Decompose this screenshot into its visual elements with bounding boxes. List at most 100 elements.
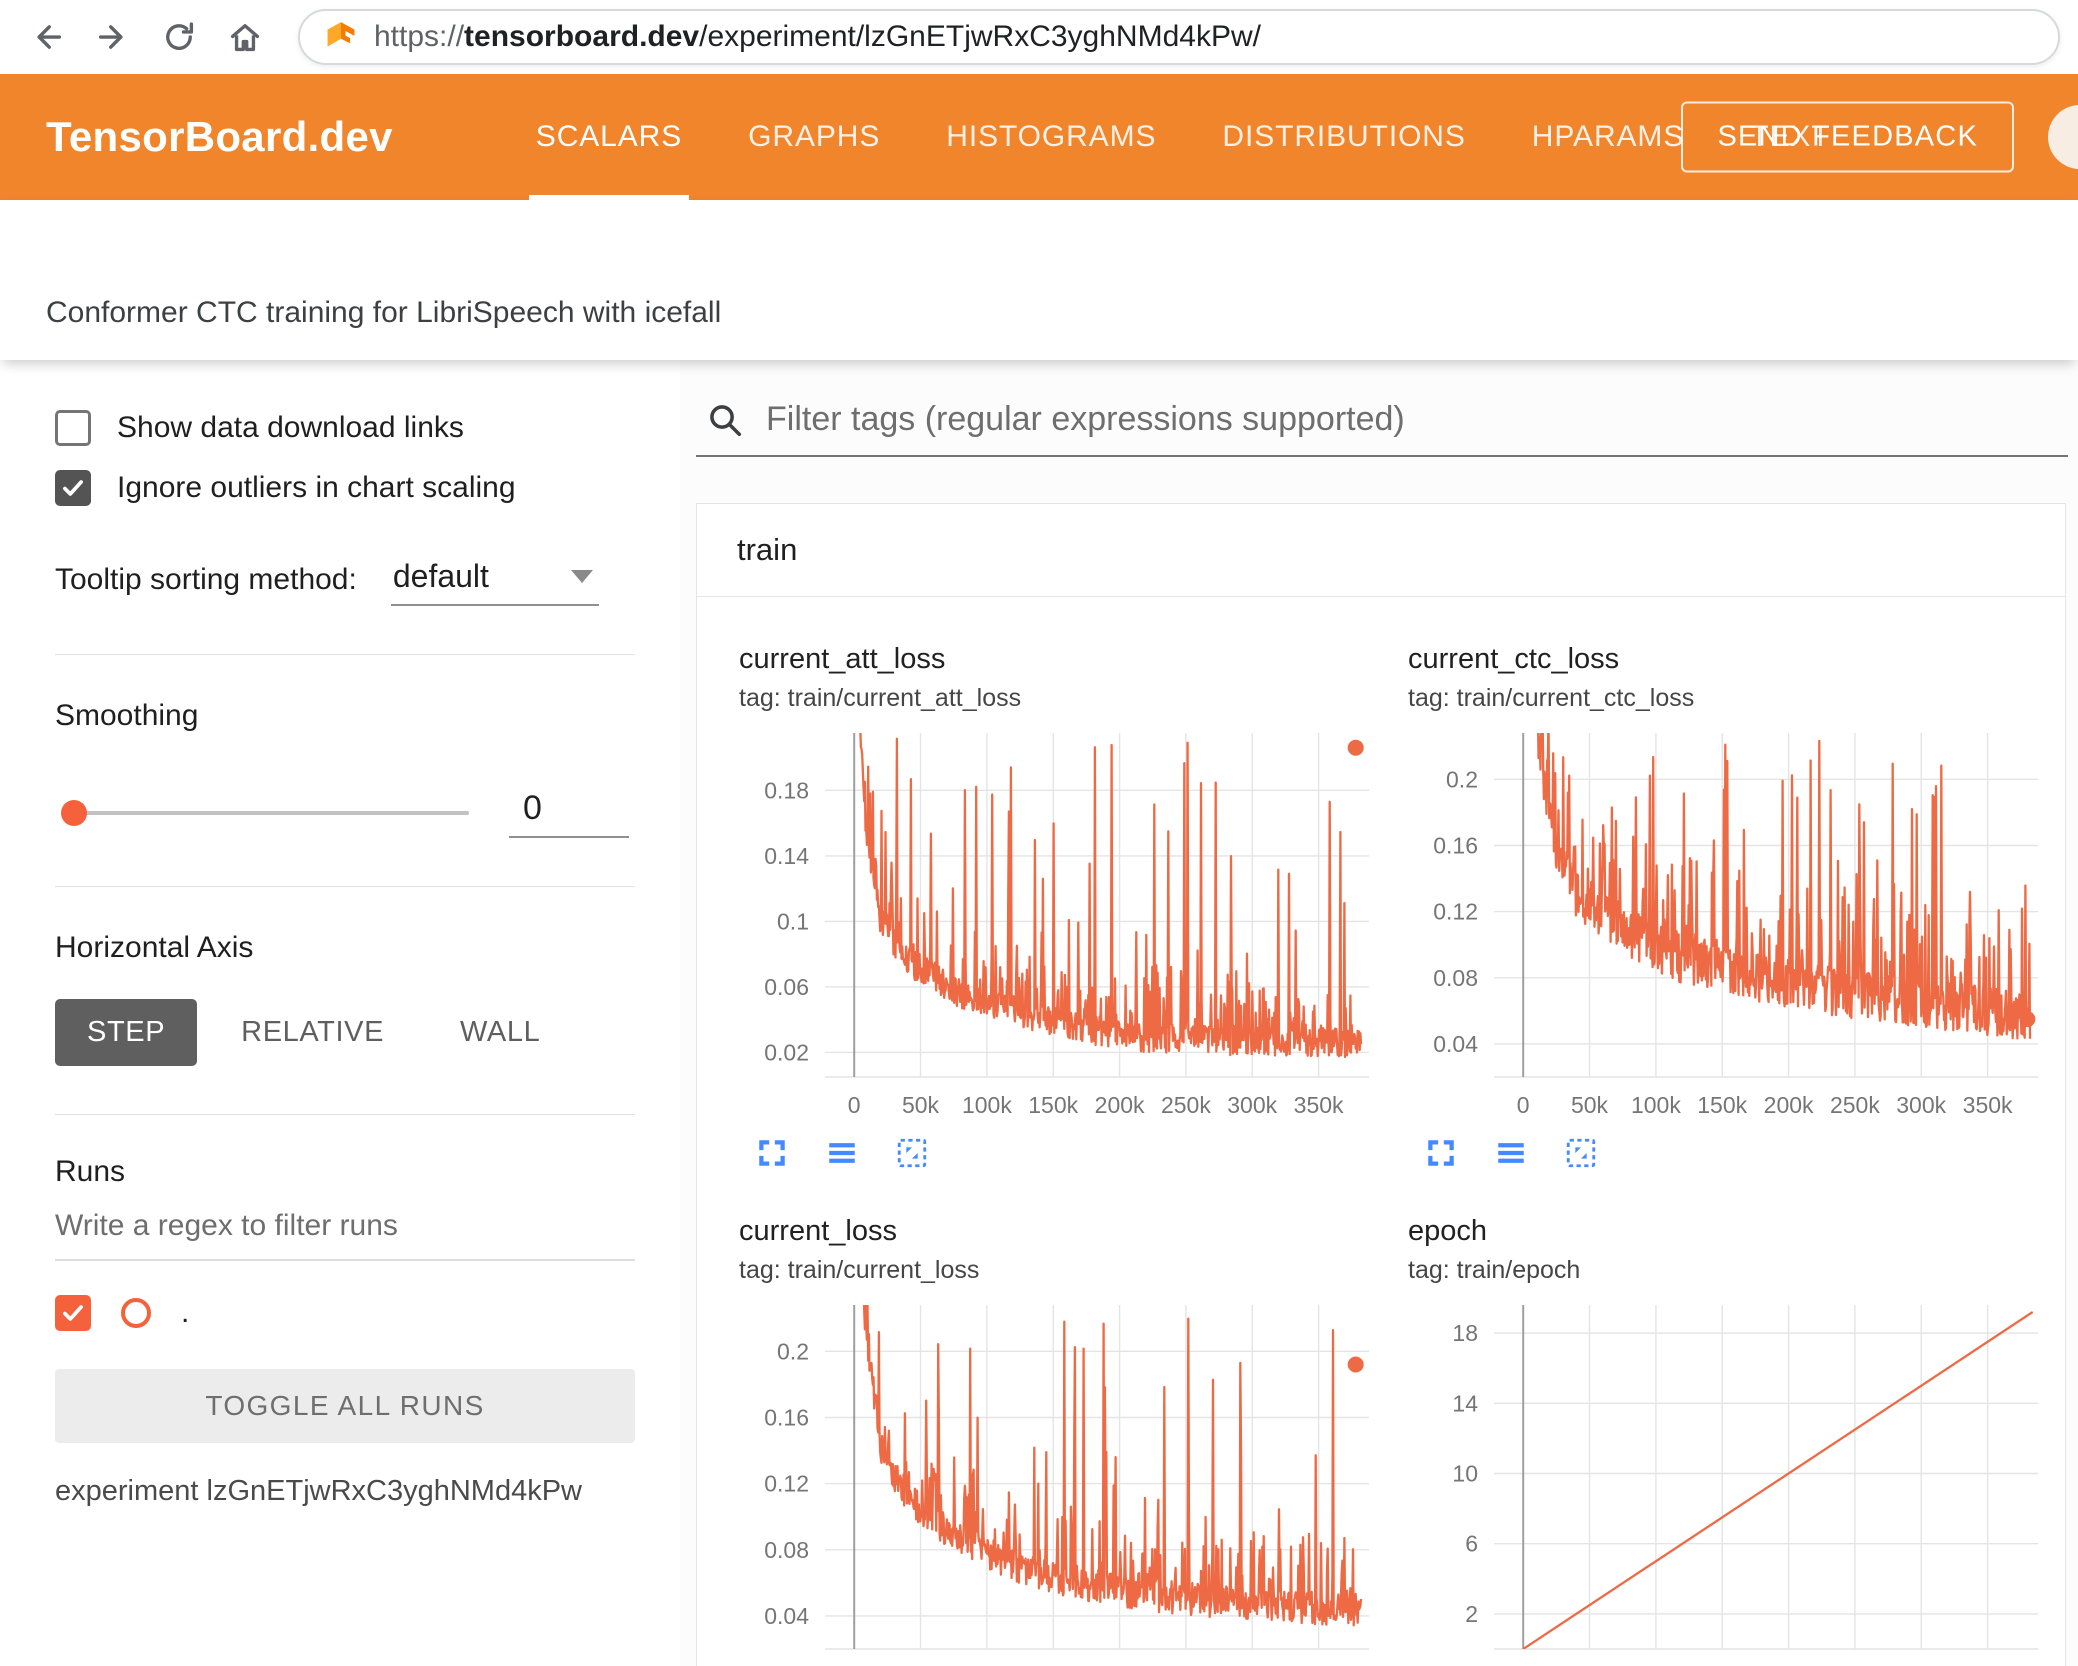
tab-distributions[interactable]: DISTRIBUTIONS (1222, 120, 1466, 153)
svg-text:18: 18 (1452, 1320, 1478, 1346)
tab-hparams[interactable]: HPARAMS (1531, 120, 1685, 153)
browser-toolbar: https://tensorboard.dev/experiment/lzGnE… (0, 0, 2078, 74)
svg-text:100k: 100k (962, 1664, 1012, 1666)
tab-graphs[interactable]: GRAPHS (748, 120, 881, 153)
dropdown-arrow-icon (570, 570, 593, 583)
svg-text:0.2: 0.2 (1446, 766, 1478, 792)
tensorboard-favicon (327, 22, 355, 47)
svg-text:350k: 350k (1963, 1664, 2013, 1666)
smoothing-row (55, 787, 635, 838)
avatar[interactable] (2048, 105, 2078, 169)
axis-step-button[interactable]: STEP (55, 999, 198, 1066)
svg-text:300k: 300k (1896, 1092, 1946, 1118)
train-card: train current_att_loss tag: train/curren… (696, 503, 2066, 1666)
axis-relative-button[interactable]: RELATIVE (209, 999, 416, 1066)
chart-title: current_ctc_loss (1408, 643, 1620, 675)
chart-title: current_att_loss (739, 643, 946, 675)
divider (55, 1114, 635, 1115)
tab-text[interactable]: TEXT (1750, 120, 1831, 153)
svg-text:0.04: 0.04 (1433, 1031, 1478, 1057)
check-icon (63, 1305, 83, 1321)
smoothing-value-input[interactable] (509, 787, 629, 838)
svg-text:250k: 250k (1161, 1092, 1211, 1118)
line-chart-epoch[interactable]: 2 6 10 14 18 0 50k 100k 150k 200k 250k 300k 350k (1408, 1291, 2048, 1666)
check-icon (63, 480, 83, 496)
chart-toolbar (739, 1133, 1382, 1173)
svg-text:0.2: 0.2 (777, 1338, 809, 1364)
settings-sidebar: Show data download links Ignore outliers… (0, 360, 680, 1666)
fit-domain-button[interactable] (895, 1133, 935, 1173)
svg-text:0.18: 0.18 (764, 777, 809, 803)
fit-data-icon (1566, 1138, 1596, 1168)
svg-text:200k: 200k (1764, 1664, 1814, 1666)
brand-logo: TensorBoard.dev (46, 113, 393, 160)
svg-text:0.06: 0.06 (764, 974, 809, 1000)
send-feedback-button[interactable]: SEND FEEDBACK (1681, 101, 2014, 173)
log-scale-button[interactable] (1494, 1133, 1534, 1173)
line-chart-current-att-loss[interactable]: 0.02 0.06 0.1 0.14 0.18 0 50k 100k 150k 200k 250k 3… (739, 719, 1379, 1129)
log-scale-button[interactable] (825, 1133, 865, 1173)
app-header: TensorBoard.dev SCALARS GRAPHS HISTOGRAM… (0, 74, 2078, 200)
svg-text:0.08: 0.08 (1433, 965, 1478, 991)
chart-title: current_loss (739, 1215, 897, 1247)
forward-button[interactable] (84, 8, 142, 66)
svg-text:150k: 150k (1028, 1092, 1078, 1118)
fit-domain-button[interactable] (1564, 1133, 1604, 1173)
filter-tags-row (696, 400, 2068, 457)
svg-text:150k: 150k (1697, 1664, 1747, 1666)
svg-text:250k: 250k (1161, 1664, 1211, 1666)
svg-text:150k: 150k (1028, 1664, 1078, 1666)
svg-text:300k: 300k (1896, 1664, 1946, 1666)
expand-chart-button[interactable] (1424, 1133, 1464, 1173)
svg-text:0.1: 0.1 (777, 908, 809, 934)
svg-text:0: 0 (848, 1092, 861, 1118)
svg-text:50k: 50k (1571, 1664, 1609, 1666)
address-bar[interactable]: https://tensorboard.dev/experiment/lzGnE… (298, 9, 2060, 65)
tab-scalars[interactable]: SCALARS (503, 74, 715, 200)
svg-text:100k: 100k (1631, 1664, 1681, 1666)
toggle-all-runs-button[interactable]: TOGGLE ALL RUNS (55, 1369, 635, 1443)
chart-tag: tag: train/current_att_loss (739, 684, 1022, 712)
tab-histograms[interactable]: HISTOGRAMS (946, 120, 1157, 153)
divider (55, 654, 635, 655)
ignore-outliers-row[interactable]: Ignore outliers in chart scaling (55, 470, 635, 506)
line-chart-current-ctc-loss[interactable]: 0.04 0.08 0.12 0.16 0.2 0 50k 100k 150k 200k 250k 3… (1408, 719, 2048, 1129)
runs-filter-input[interactable] (55, 1189, 635, 1261)
smoothing-slider[interactable] (61, 799, 469, 826)
svg-text:0.14: 0.14 (764, 843, 809, 869)
tooltip-sorting-select[interactable]: default (390, 558, 599, 606)
run-color-swatch[interactable] (121, 1298, 151, 1328)
line-chart-current-loss[interactable]: 0.04 0.08 0.12 0.16 0.2 0 50k 100k 150k 200k 250k 3… (739, 1291, 1379, 1666)
run-checkbox[interactable] (55, 1295, 91, 1331)
svg-text:14: 14 (1452, 1390, 1478, 1416)
svg-text:0: 0 (1517, 1092, 1530, 1118)
svg-text:0.12: 0.12 (1433, 899, 1478, 925)
svg-text:100k: 100k (1631, 1092, 1681, 1118)
slider-thumb[interactable] (61, 799, 87, 826)
expand-chart-button[interactable] (755, 1133, 795, 1173)
fullscreen-icon (759, 1140, 785, 1166)
lines-icon (1498, 1143, 1524, 1163)
fit-data-icon (897, 1138, 927, 1168)
charts-grid: current_att_loss tag: train/current_att_… (697, 597, 2065, 1666)
content: Show data download links Ignore outliers… (0, 360, 2078, 1666)
home-button[interactable] (216, 8, 274, 66)
train-group-header[interactable]: train (697, 504, 2065, 597)
show-download-links-row[interactable]: Show data download links (55, 410, 635, 446)
axis-wall-button[interactable]: WALL (428, 999, 572, 1066)
back-button[interactable] (18, 8, 76, 66)
chart-card-current-ctc-loss: current_ctc_loss tag: train/current_ctc_… (1408, 643, 2051, 1173)
reload-icon (166, 22, 194, 50)
ignore-outliers-checkbox[interactable] (55, 470, 91, 506)
horizontal-axis-buttons: STEP RELATIVE WALL (55, 999, 635, 1066)
reload-button[interactable] (150, 8, 208, 66)
experiment-title-bar: Conformer CTC training for LibriSpeech w… (0, 200, 2078, 360)
svg-text:0.16: 0.16 (1433, 833, 1478, 859)
filter-tags-input[interactable] (766, 400, 2064, 439)
url-domain: tensorboard.dev (464, 20, 700, 53)
chart-card-current-loss: current_loss tag: train/current_loss 0.0… (739, 1215, 1382, 1666)
forward-arrow-icon (98, 25, 123, 49)
svg-text:50k: 50k (902, 1664, 940, 1666)
show-download-links-checkbox[interactable] (55, 410, 91, 446)
svg-text:50k: 50k (902, 1092, 940, 1118)
